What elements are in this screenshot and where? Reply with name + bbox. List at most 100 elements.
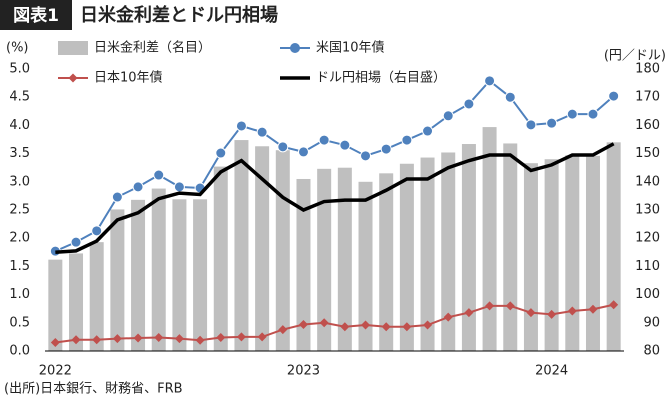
bar bbox=[606, 142, 621, 351]
marker bbox=[92, 335, 102, 345]
marker bbox=[154, 332, 164, 342]
badge: 図表1 bbox=[13, 5, 59, 26]
marker bbox=[71, 335, 81, 345]
marker bbox=[174, 334, 184, 344]
y-axis-label: (%) bbox=[6, 41, 29, 56]
bar bbox=[358, 181, 373, 351]
marker bbox=[505, 301, 515, 311]
marker bbox=[380, 143, 392, 155]
legend-label: 日米金利差（名目） bbox=[94, 40, 211, 56]
bar bbox=[151, 188, 166, 351]
marker bbox=[423, 320, 433, 330]
marker bbox=[442, 110, 454, 122]
y-tick-label: 4.5 bbox=[9, 90, 30, 105]
y-tick-label: 1.0 bbox=[9, 287, 30, 302]
marker bbox=[401, 134, 413, 146]
marker bbox=[318, 134, 330, 146]
legend-label: 日本10年債 bbox=[94, 71, 163, 86]
y2-tick-label: 110 bbox=[635, 259, 660, 274]
marker bbox=[111, 191, 123, 203]
bar bbox=[275, 150, 290, 351]
y-tick-label: 1.5 bbox=[9, 259, 30, 274]
marker bbox=[216, 332, 226, 342]
marker bbox=[381, 322, 391, 332]
y-tick-label: 2.5 bbox=[9, 203, 30, 218]
marker bbox=[464, 308, 474, 318]
marker bbox=[463, 98, 475, 110]
x-tick-label: 2022 bbox=[39, 364, 72, 379]
y2-tick-label: 160 bbox=[635, 118, 660, 133]
x-tick-label: 2024 bbox=[535, 364, 568, 379]
marker bbox=[50, 338, 60, 348]
y2-tick-label: 130 bbox=[635, 203, 660, 218]
marker bbox=[91, 225, 103, 237]
bar bbox=[523, 163, 538, 351]
marker bbox=[361, 320, 371, 330]
bar bbox=[193, 199, 208, 351]
bar bbox=[461, 144, 476, 351]
y-tick-label: 3.0 bbox=[9, 174, 30, 189]
marker bbox=[567, 306, 577, 316]
marker bbox=[70, 236, 82, 248]
marker bbox=[609, 300, 619, 310]
bar bbox=[296, 178, 311, 351]
marker bbox=[360, 150, 372, 162]
marker bbox=[402, 322, 412, 332]
marker bbox=[297, 146, 309, 158]
y2-tick-label: 120 bbox=[635, 231, 660, 246]
bar bbox=[503, 143, 518, 351]
marker bbox=[340, 322, 350, 332]
bar bbox=[441, 152, 456, 351]
y-tick-label: 5.0 bbox=[9, 62, 30, 77]
marker bbox=[278, 325, 288, 335]
marker bbox=[215, 147, 227, 159]
y2-tick-label: 80 bbox=[643, 344, 660, 359]
marker bbox=[132, 181, 144, 193]
marker bbox=[587, 108, 599, 120]
legend-swatch bbox=[58, 41, 88, 55]
bar bbox=[213, 166, 228, 351]
bar bbox=[69, 253, 84, 351]
marker bbox=[277, 141, 289, 153]
bar bbox=[337, 167, 352, 351]
marker bbox=[298, 319, 308, 329]
marker bbox=[566, 108, 578, 120]
y2-axis-label: (円／ドル) bbox=[604, 49, 666, 64]
bar bbox=[172, 199, 187, 351]
x-tick-label: 2023 bbox=[287, 364, 320, 379]
chart-title: 日米金利差とドル円相場 bbox=[80, 4, 278, 26]
bar bbox=[48, 259, 63, 351]
y-tick-label: 3.5 bbox=[9, 146, 30, 161]
marker bbox=[526, 308, 536, 318]
bar bbox=[565, 155, 580, 351]
bar bbox=[110, 209, 125, 351]
bar bbox=[399, 163, 414, 351]
legend-label: 米国10年債 bbox=[316, 41, 385, 56]
marker bbox=[484, 75, 496, 87]
badge-box bbox=[0, 0, 72, 30]
line bbox=[55, 303, 614, 344]
marker bbox=[588, 304, 598, 314]
line bbox=[54, 79, 615, 253]
marker bbox=[236, 332, 246, 342]
source: (出所)日本銀行、財務省、FRB bbox=[4, 382, 183, 397]
marker bbox=[195, 335, 205, 345]
y2-tick-label: 150 bbox=[635, 146, 660, 161]
marker bbox=[319, 318, 329, 328]
marker bbox=[339, 139, 351, 151]
y-tick-label: 2.0 bbox=[9, 231, 30, 246]
legend-marker bbox=[68, 73, 78, 83]
y-tick-label: 0.0 bbox=[9, 344, 30, 359]
bar bbox=[482, 127, 497, 351]
marker bbox=[546, 117, 558, 129]
line bbox=[55, 142, 615, 255]
bar bbox=[379, 173, 394, 351]
bar bbox=[544, 159, 559, 351]
marker bbox=[422, 125, 434, 137]
marker bbox=[257, 332, 267, 342]
bar bbox=[131, 199, 146, 351]
marker bbox=[485, 301, 495, 311]
y2-tick-label: 180 bbox=[635, 62, 660, 77]
